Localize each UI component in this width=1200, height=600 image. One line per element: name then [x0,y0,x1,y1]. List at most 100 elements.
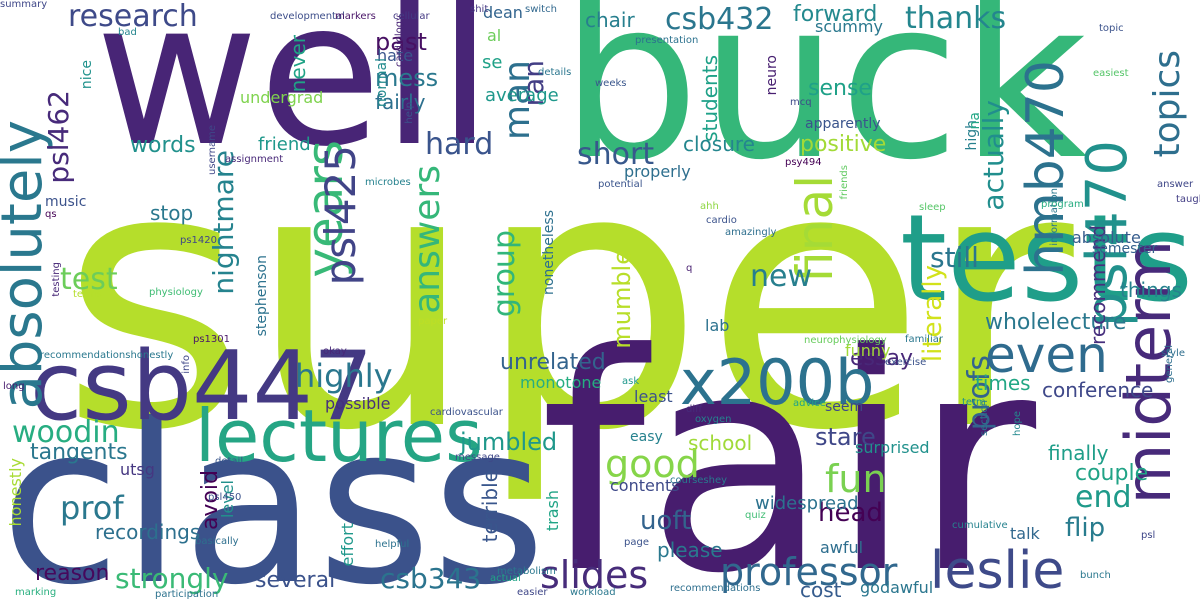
cloud-word: courseshey [670,475,728,486]
cloud-word: friends [839,165,850,200]
cloud-word: buck [560,0,1088,208]
cloud-word: short [577,137,655,172]
cloud-word: marking [15,587,57,598]
cloud-word: topic [1099,23,1124,34]
cloud-word: flip [1065,513,1106,543]
cloud-word: fairly [375,90,426,114]
cloud-word: recommendationshonestly [40,350,174,361]
cloud-word: ps1301 [193,334,231,345]
cloud-word: workload [570,587,616,598]
cloud-word: answer [1157,179,1194,190]
cloud-word: effort [338,523,357,567]
cloud-word: reason [35,561,110,586]
cloud-word: woodin [12,415,120,450]
cloud-word: hate [377,46,414,65]
cloud-word: csb447 [30,332,374,442]
cloud-word: undergrad [240,88,324,107]
cloud-word: psl [1141,530,1156,541]
cloud-word: words [130,133,196,158]
cloud-word: shit [470,4,489,15]
cloud-word: mcq [790,97,812,108]
cloud-word: okay [323,346,347,357]
cloud-word: several [255,568,336,593]
cloud-word: terms [73,289,102,300]
cloud-word: slides [540,553,649,597]
cloud-word: ask [622,376,640,387]
cloud-word: wholelecture [985,310,1127,335]
cloud-word: tangents [30,440,128,465]
cloud-word: school [688,431,753,455]
cloud-word: still [930,241,979,274]
cloud-word: csb432 [665,2,774,37]
cloud-word: message [455,452,500,463]
cloud-word: hmb470 [1016,60,1076,276]
cloud-word: bunch [1080,570,1111,581]
cloud-word: psl462 [42,90,75,184]
cloud-word: times [975,371,1031,395]
cloud-word: trash [543,490,562,532]
cloud-word: positive [800,132,887,157]
cloud-word: dean [483,3,523,22]
cloud-word: well [95,0,493,191]
cloud-word: amazingly [725,227,777,238]
cloud-word: conference [1042,378,1154,402]
cloud-word: godawful [860,578,934,597]
cloud-word: al [487,26,502,45]
cloud-word: easier [517,587,548,598]
cloud-word: forward [793,2,878,27]
cloud-word: end [1075,480,1132,515]
cloud-word: sense [808,76,872,101]
cloud-word: summary [0,0,48,10]
cloud-word: never [286,35,310,93]
cloud-word: nonetheless [541,210,557,295]
cloud-word: ps1420 [180,235,218,246]
cloud-word: please [657,538,723,562]
cloud-word: cardiology [394,15,405,67]
cloud-word: testing [51,262,62,297]
cloud-word: test [60,262,118,297]
cloud-word: strongly [115,562,229,595]
cloud-word: bad [118,27,137,38]
cloud-word: q [686,263,693,274]
cloud-word: stephenson [254,255,270,337]
cloud-word: super [60,90,1074,509]
cloud-word: essay [850,346,913,371]
cloud-word: topics [1147,50,1188,158]
cloud-word: long [3,381,25,392]
cloud-word: participation [155,589,219,600]
cloud-word: actually [977,100,1010,211]
cloud-word: details [538,67,572,78]
cloud-word: style [1161,348,1185,359]
cloud-word: average [485,85,559,106]
cloud-word: recommendations [670,583,761,594]
cloud-word: widespread [755,493,859,514]
cloud-word: detail [215,456,244,467]
cloud-word: things [1120,278,1182,302]
cloud-word: head [818,498,883,528]
cloud-word: nice [79,60,95,90]
cloud-word: mumble [608,250,636,349]
cloud-word: sleep [919,202,946,213]
cloud-word: honestly [6,458,25,527]
cloud-word: semester [1092,241,1158,257]
cloud-word: easy [630,429,663,445]
cloud-word: prof [60,489,124,527]
cloud-word: potential [598,179,643,190]
cloud-word: least [634,387,673,406]
cloud-word: tests [900,190,1193,329]
cloud-word: stop [150,201,194,225]
cloud-word: na [967,112,983,130]
cloud-word: help [404,102,415,124]
cloud-word: class [0,377,547,600]
cloud-word: couple [1075,461,1149,486]
cloud-word: helpful [375,539,410,550]
cloud-word: utsg [120,460,155,479]
cloud-word: research [68,0,198,34]
cloud-word: psl450 [208,492,242,503]
cloud-word: general [1164,345,1175,384]
cloud-word: switch [525,4,557,15]
cloud-word: paper [418,316,448,327]
cloud-word: weeks [595,78,627,89]
cloud-word: hope [1012,411,1023,436]
